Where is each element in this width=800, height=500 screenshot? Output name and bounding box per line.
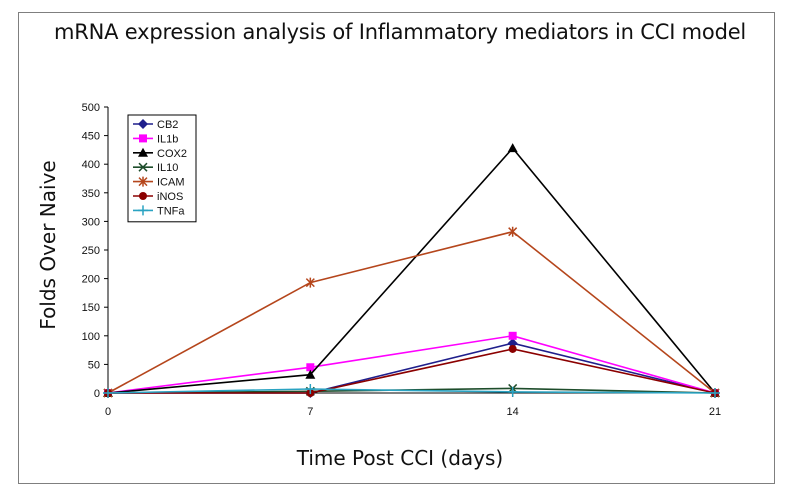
data-point-inos	[508, 344, 517, 353]
legend-label-il1b: IL1b	[157, 133, 178, 145]
legend-item-il10: IL10	[133, 162, 178, 174]
data-point-cb2	[507, 338, 518, 349]
data-point-tnfa	[507, 386, 518, 397]
legend-label-cox2: COX2	[157, 148, 187, 160]
legend-label-cb2: CB2	[157, 119, 178, 131]
x-tick-label: 7	[307, 406, 313, 418]
y-tick-label: 400	[82, 159, 100, 171]
x-tick-label: 21	[709, 406, 721, 418]
axes: 0 50 100 150 200 250 300 350 400 450 500 0 7 14 21	[82, 102, 721, 418]
data-point-cox2	[305, 369, 316, 379]
chart-frame	[18, 12, 775, 484]
y-tick-label: 500	[82, 102, 100, 114]
legend-marker-il1b	[139, 134, 147, 143]
legend-item-cb2: CB2	[133, 119, 178, 131]
legend: CB2 IL1b COX2 IL10 ICAM iNOS TNFa	[127, 114, 197, 223]
series-line-cox2	[107, 146, 716, 394]
legend-item-inos: iNOS	[133, 191, 183, 203]
chart-title: mRNA expression analysis of Inflammatory…	[53, 20, 747, 44]
series-line-icam	[107, 230, 716, 394]
legend-item-tnfa: TNFa	[133, 205, 185, 217]
x-axis-label: Time Post CCI (days)	[296, 446, 504, 470]
legend-marker-cox2	[138, 147, 148, 157]
data-point-tnfa	[305, 383, 316, 394]
legend-item-cox2: COX2	[133, 147, 187, 160]
series-line-tnfa	[107, 388, 716, 394]
legend-label-tnfa: TNFa	[157, 205, 185, 217]
legend-marker-cb2	[138, 119, 148, 129]
legend-item-icam: ICAM	[133, 176, 185, 189]
y-tick-label: 100	[82, 331, 100, 343]
series-tnfa	[103, 383, 720, 398]
x-tick-label: 0	[105, 406, 111, 418]
legend-label-il10: IL10	[157, 162, 178, 174]
legend-marker-tnfa	[138, 205, 148, 216]
y-tick-label: 200	[82, 274, 100, 286]
legend-marker-icam	[138, 176, 148, 187]
legend-box	[127, 114, 197, 223]
data-point-tnfa	[103, 388, 113, 398]
series-icam	[103, 226, 720, 398]
legend-label-icam: ICAM	[157, 177, 185, 189]
data-point-cox2	[507, 143, 518, 153]
series-line-inos	[108, 348, 716, 394]
data-point-il1b	[508, 331, 517, 340]
data-point-icam	[508, 226, 518, 237]
legend-marker-inos	[139, 192, 147, 200]
y-tick-label: 0	[94, 388, 100, 400]
data-point-il1b	[306, 363, 315, 372]
y-tick-label: 300	[82, 216, 100, 228]
y-tick-label: 250	[82, 245, 100, 257]
legend-marker-il10	[138, 162, 148, 172]
data-point-tnfa	[710, 388, 720, 398]
legend-label-inos: iNOS	[157, 191, 183, 203]
y-tick-label: 50	[88, 359, 100, 371]
series-layer	[103, 143, 720, 398]
y-tick-label: 150	[82, 302, 100, 314]
data-point-icam	[305, 277, 315, 288]
y-tick-label: 350	[82, 188, 100, 200]
legend-item-il1b: IL1b	[133, 133, 178, 145]
y-tick-label: 450	[82, 131, 100, 143]
series-line-il1b	[107, 334, 716, 394]
series-il1b	[104, 331, 719, 397]
x-tick-label: 14	[507, 406, 519, 418]
